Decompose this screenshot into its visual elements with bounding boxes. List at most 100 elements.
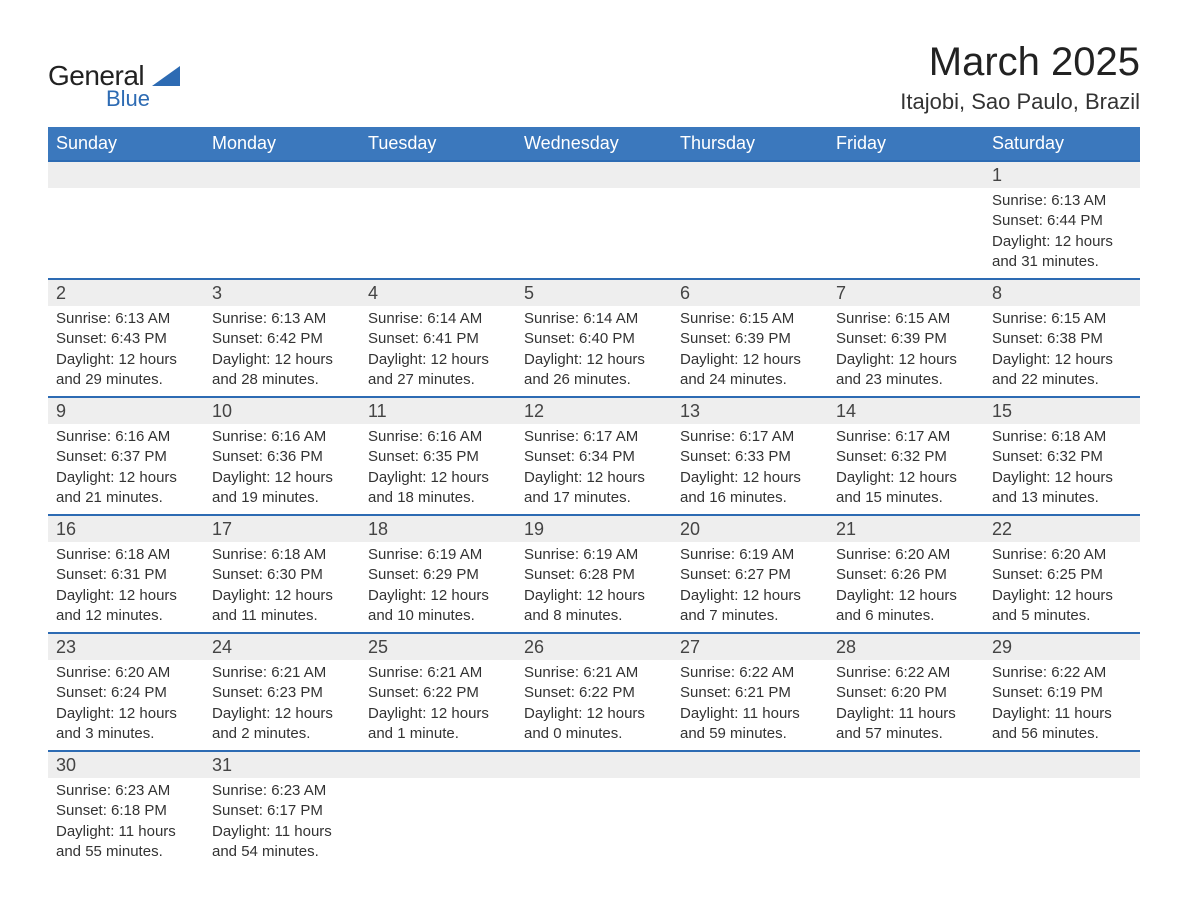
sunset-text: Sunset: 6:33 PM: [680, 447, 820, 467]
sunrise-text: Sunrise: 6:17 AM: [680, 427, 820, 447]
daylight-text: Daylight: 12 hours and 18 minutes.: [368, 468, 508, 509]
calendar-data-cell: Sunrise: 6:23 AMSunset: 6:17 PMDaylight:…: [204, 778, 360, 868]
day-data: [984, 778, 1140, 787]
day-number: [360, 752, 516, 776]
day-data: Sunrise: 6:13 AMSunset: 6:42 PMDaylight:…: [204, 306, 360, 396]
calendar-daynum-cell: 20: [672, 515, 828, 542]
day-data: Sunrise: 6:21 AMSunset: 6:23 PMDaylight:…: [204, 660, 360, 750]
calendar-data-cell: Sunrise: 6:13 AMSunset: 6:43 PMDaylight:…: [48, 306, 204, 397]
day-data: [828, 188, 984, 197]
calendar-data-cell: Sunrise: 6:16 AMSunset: 6:37 PMDaylight:…: [48, 424, 204, 515]
daylight-text: Daylight: 12 hours and 26 minutes.: [524, 350, 664, 391]
day-data: Sunrise: 6:19 AMSunset: 6:28 PMDaylight:…: [516, 542, 672, 632]
sunrise-text: Sunrise: 6:18 AM: [212, 545, 352, 565]
day-number: [984, 752, 1140, 776]
day-number: 12: [516, 398, 672, 424]
daylight-text: Daylight: 12 hours and 6 minutes.: [836, 586, 976, 627]
daylight-text: Daylight: 12 hours and 3 minutes.: [56, 704, 196, 745]
sunrise-text: Sunrise: 6:20 AM: [836, 545, 976, 565]
day-data: Sunrise: 6:19 AMSunset: 6:29 PMDaylight:…: [360, 542, 516, 632]
calendar-daynum-cell: [48, 161, 204, 188]
sunrise-text: Sunrise: 6:18 AM: [56, 545, 196, 565]
day-number: 18: [360, 516, 516, 542]
day-header: Sunday: [48, 127, 204, 161]
sunrise-text: Sunrise: 6:22 AM: [836, 663, 976, 683]
month-title: March 2025: [900, 40, 1140, 85]
day-data: Sunrise: 6:20 AMSunset: 6:25 PMDaylight:…: [984, 542, 1140, 632]
calendar-daynum-cell: [828, 751, 984, 778]
calendar-daynum-cell: 23: [48, 633, 204, 660]
calendar-data-row: Sunrise: 6:23 AMSunset: 6:18 PMDaylight:…: [48, 778, 1140, 868]
calendar-data-cell: [204, 188, 360, 279]
day-number: 24: [204, 634, 360, 660]
day-data: Sunrise: 6:16 AMSunset: 6:35 PMDaylight:…: [360, 424, 516, 514]
sunrise-text: Sunrise: 6:19 AM: [524, 545, 664, 565]
calendar-data-cell: Sunrise: 6:17 AMSunset: 6:33 PMDaylight:…: [672, 424, 828, 515]
daylight-text: Daylight: 12 hours and 8 minutes.: [524, 586, 664, 627]
daylight-text: Daylight: 12 hours and 24 minutes.: [680, 350, 820, 391]
calendar-daynum-cell: 25: [360, 633, 516, 660]
day-data: [672, 778, 828, 787]
calendar-data-cell: [360, 778, 516, 868]
day-data: Sunrise: 6:13 AMSunset: 6:43 PMDaylight:…: [48, 306, 204, 396]
day-header: Wednesday: [516, 127, 672, 161]
day-number: 6: [672, 280, 828, 306]
calendar-daynum-row: 3031: [48, 751, 1140, 778]
sunrise-text: Sunrise: 6:14 AM: [368, 309, 508, 329]
calendar-daynum-cell: 18: [360, 515, 516, 542]
day-number: 20: [672, 516, 828, 542]
sunrise-text: Sunrise: 6:21 AM: [212, 663, 352, 683]
sunrise-text: Sunrise: 6:15 AM: [836, 309, 976, 329]
sunset-text: Sunset: 6:39 PM: [680, 329, 820, 349]
logo: General Blue: [48, 40, 180, 112]
day-data: Sunrise: 6:18 AMSunset: 6:32 PMDaylight:…: [984, 424, 1140, 514]
calendar-data-cell: [516, 188, 672, 279]
calendar-data-cell: Sunrise: 6:21 AMSunset: 6:22 PMDaylight:…: [516, 660, 672, 751]
calendar-header-row: Sunday Monday Tuesday Wednesday Thursday…: [48, 127, 1140, 161]
daylight-text: Daylight: 12 hours and 0 minutes.: [524, 704, 664, 745]
sunrise-text: Sunrise: 6:17 AM: [836, 427, 976, 447]
daylight-text: Daylight: 12 hours and 5 minutes.: [992, 586, 1132, 627]
day-data: Sunrise: 6:20 AMSunset: 6:24 PMDaylight:…: [48, 660, 204, 750]
sunrise-text: Sunrise: 6:22 AM: [680, 663, 820, 683]
sunset-text: Sunset: 6:44 PM: [992, 211, 1132, 231]
calendar-daynum-cell: 7: [828, 279, 984, 306]
calendar-daynum-cell: 10: [204, 397, 360, 424]
calendar-table: Sunday Monday Tuesday Wednesday Thursday…: [48, 127, 1140, 868]
calendar-data-cell: [48, 188, 204, 279]
sunset-text: Sunset: 6:37 PM: [56, 447, 196, 467]
day-data: Sunrise: 6:16 AMSunset: 6:37 PMDaylight:…: [48, 424, 204, 514]
day-number: [672, 162, 828, 186]
day-number: [828, 162, 984, 186]
daylight-text: Daylight: 12 hours and 1 minute.: [368, 704, 508, 745]
day-data: Sunrise: 6:22 AMSunset: 6:21 PMDaylight:…: [672, 660, 828, 750]
day-number: 25: [360, 634, 516, 660]
sunrise-text: Sunrise: 6:20 AM: [56, 663, 196, 683]
day-number: 7: [828, 280, 984, 306]
calendar-daynum-cell: 28: [828, 633, 984, 660]
day-number: 21: [828, 516, 984, 542]
sunset-text: Sunset: 6:26 PM: [836, 565, 976, 585]
day-number: 5: [516, 280, 672, 306]
calendar-daynum-row: 1: [48, 161, 1140, 188]
calendar-data-row: Sunrise: 6:18 AMSunset: 6:31 PMDaylight:…: [48, 542, 1140, 633]
calendar-data-cell: Sunrise: 6:14 AMSunset: 6:40 PMDaylight:…: [516, 306, 672, 397]
calendar-data-cell: [828, 188, 984, 279]
daylight-text: Daylight: 12 hours and 31 minutes.: [992, 232, 1132, 273]
daylight-text: Daylight: 12 hours and 28 minutes.: [212, 350, 352, 391]
day-number: 4: [360, 280, 516, 306]
sunset-text: Sunset: 6:17 PM: [212, 801, 352, 821]
sunset-text: Sunset: 6:39 PM: [836, 329, 976, 349]
day-number: 29: [984, 634, 1140, 660]
calendar-daynum-row: 9101112131415: [48, 397, 1140, 424]
calendar-data-cell: Sunrise: 6:13 AMSunset: 6:44 PMDaylight:…: [984, 188, 1140, 279]
calendar-data-row: Sunrise: 6:13 AMSunset: 6:43 PMDaylight:…: [48, 306, 1140, 397]
calendar-data-cell: [360, 188, 516, 279]
day-data: [516, 778, 672, 787]
calendar-data-cell: Sunrise: 6:17 AMSunset: 6:32 PMDaylight:…: [828, 424, 984, 515]
calendar-data-cell: Sunrise: 6:20 AMSunset: 6:24 PMDaylight:…: [48, 660, 204, 751]
calendar-data-cell: Sunrise: 6:18 AMSunset: 6:31 PMDaylight:…: [48, 542, 204, 633]
calendar-data-cell: Sunrise: 6:16 AMSunset: 6:36 PMDaylight:…: [204, 424, 360, 515]
day-number: 31: [204, 752, 360, 778]
day-data: [360, 778, 516, 787]
